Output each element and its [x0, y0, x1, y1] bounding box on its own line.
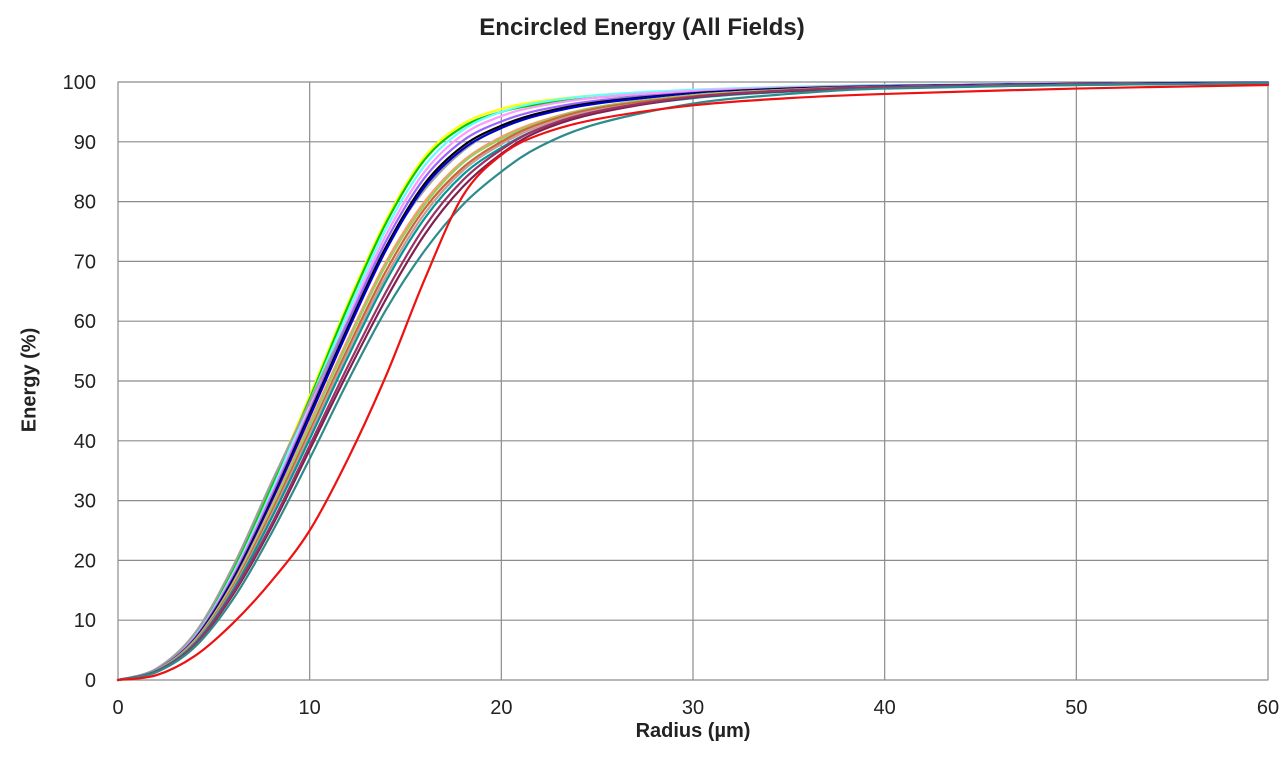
- x-axis-label: Radius (µm): [635, 720, 751, 742]
- x-tick-label: 30: [682, 697, 704, 719]
- x-tick-label: 50: [1065, 697, 1087, 719]
- y-tick-label: 80: [74, 192, 96, 214]
- y-tick-label: 70: [74, 251, 96, 273]
- series-line-16: [116, 82, 1270, 682]
- y-tick-label: 0: [85, 670, 96, 692]
- series-line-17: [116, 83, 1270, 682]
- y-tick-label: 60: [74, 311, 96, 333]
- y-tick-label: 40: [74, 431, 96, 453]
- series-line-15: [116, 82, 1270, 682]
- x-tick-label: 40: [874, 697, 896, 719]
- y-tick-label: 10: [74, 610, 96, 632]
- x-tick-label: 20: [490, 697, 512, 719]
- y-tick-label: 90: [74, 132, 96, 154]
- y-tick-label: 100: [63, 72, 96, 94]
- y-tick-label: 50: [74, 371, 96, 393]
- x-tick-label: 10: [299, 697, 321, 719]
- y-tick-label: 30: [74, 491, 96, 513]
- x-tick-label: 0: [112, 697, 123, 719]
- y-tick-label: 20: [74, 550, 96, 572]
- chart-title: Encircled Energy (All Fields): [479, 14, 805, 41]
- x-tick-label: 60: [1257, 697, 1279, 719]
